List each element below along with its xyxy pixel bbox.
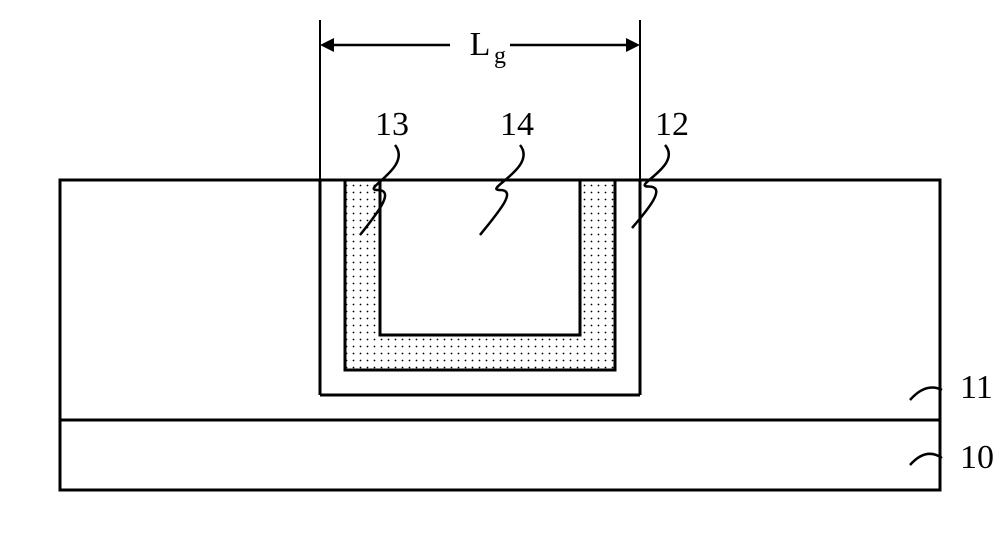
dim-arrow-left bbox=[320, 38, 334, 52]
callout-label-11: 11 bbox=[960, 369, 993, 406]
callout-label-13: 13 bbox=[375, 106, 409, 143]
dim-arrow-right bbox=[626, 38, 640, 52]
callout-label-10: 10 bbox=[960, 439, 994, 476]
callout-curve-12 bbox=[632, 145, 669, 228]
callout-curve-11 bbox=[910, 388, 942, 400]
callout-curve-14 bbox=[480, 145, 524, 235]
callout-curve-10 bbox=[910, 454, 942, 465]
dim-label-sub: g bbox=[494, 43, 506, 69]
callout-label-14: 14 bbox=[500, 106, 534, 143]
dim-label: L bbox=[470, 26, 491, 63]
dotted-u-region bbox=[345, 180, 615, 370]
upper-layer bbox=[60, 180, 940, 420]
callout-label-12: 12 bbox=[655, 106, 689, 143]
substrate-layer bbox=[60, 420, 940, 490]
